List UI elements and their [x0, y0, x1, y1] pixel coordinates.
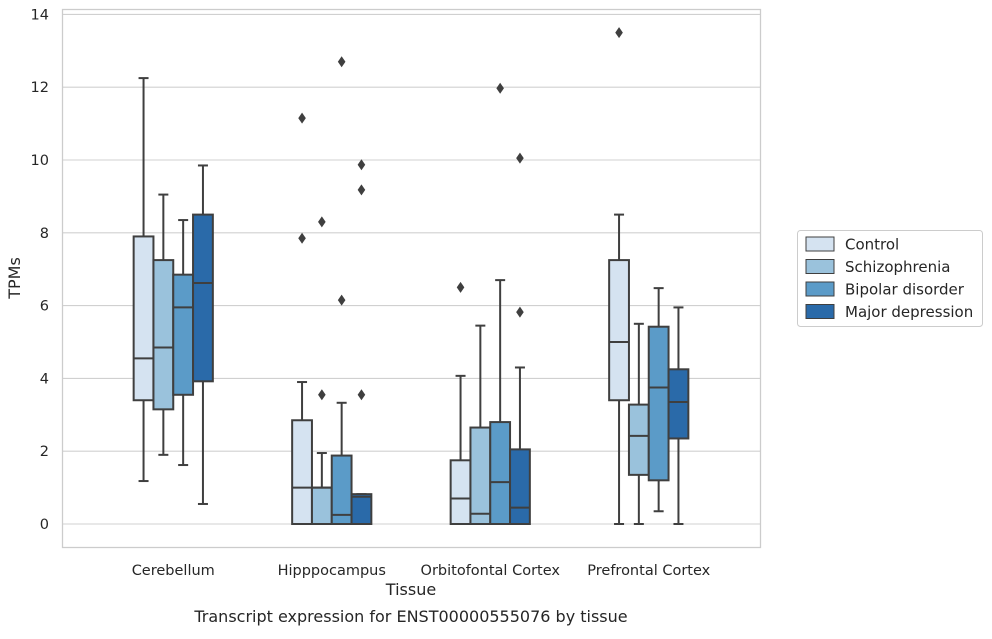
box [132, 235, 155, 402]
box [330, 454, 353, 525]
outlier-point [318, 389, 326, 401]
x-axis-ticks: Cerebellum Hipppocampus Orbitofontal Corte… [132, 563, 711, 579]
outlier-point [456, 281, 465, 293]
box [509, 448, 531, 526]
outlier-point [318, 216, 326, 228]
box-bipolar-disorder [489, 82, 512, 525]
box-bipolar-disorder [330, 56, 353, 525]
outlier-point [337, 56, 346, 68]
box-schizophrenia [310, 216, 333, 526]
box [291, 419, 313, 526]
x-tick-label: Hipppocampus [278, 563, 386, 579]
legend-label: Schizophrenia [845, 258, 950, 276]
outlier-point [496, 82, 504, 94]
box-major-depression [509, 152, 531, 526]
y-axis-label: TPMs [5, 257, 24, 300]
x-tick-label: Orbitofontal Cortex [421, 563, 561, 579]
box [449, 459, 472, 525]
box [627, 403, 650, 476]
outlier-point [337, 294, 346, 306]
box [172, 273, 195, 396]
box-major-depression [350, 159, 373, 526]
box [350, 493, 373, 526]
y-tick-label: 8 [40, 226, 49, 242]
y-tick-label: 2 [40, 444, 49, 460]
chart-title: Transcript expression for ENST0000055507… [193, 607, 627, 626]
y-tick-label: 0 [40, 517, 49, 533]
legend-label: Bipolar disorder [845, 281, 965, 299]
legend: Control Schizophrenia Bipolar disorder Majo… [797, 230, 983, 327]
box-bipolar-disorder [647, 287, 670, 513]
y-tick-label: 10 [31, 153, 49, 169]
box-major-depression [192, 164, 214, 505]
box-control [608, 27, 630, 525]
box [310, 486, 333, 526]
outlier-point [298, 112, 306, 124]
box-control [291, 112, 313, 526]
legend-label: Control [845, 236, 899, 254]
box-groups [132, 27, 690, 526]
y-tick-label: 12 [31, 80, 49, 96]
y-tick-label: 6 [40, 299, 49, 315]
outlier-point [357, 159, 366, 171]
legend-swatch [805, 304, 835, 319]
plot-frame [61, 8, 762, 549]
legend-label: Major depression [845, 303, 973, 321]
box-bipolar-disorder [172, 219, 195, 467]
x-axis-label: Tissue [385, 580, 436, 599]
x-tick-label: Prefrontal Cortex [587, 563, 710, 579]
box-control [449, 281, 472, 525]
box [667, 368, 690, 440]
outlier-point [298, 232, 306, 244]
box [608, 259, 630, 402]
y-axis-ticks: 0 2 4 6 8 10 12 14 [31, 7, 49, 533]
box-major-depression [667, 306, 690, 525]
outlier-point [357, 184, 366, 196]
box-control [132, 77, 155, 483]
outlier-point [516, 306, 524, 318]
box [192, 213, 214, 383]
x-tick-label: Cerebellum [132, 563, 215, 579]
legend-swatch [805, 236, 835, 252]
box [647, 325, 670, 482]
box [152, 259, 175, 411]
legend-swatch [805, 281, 835, 297]
legend-swatch [805, 259, 835, 274]
outlier-point [357, 389, 366, 401]
box-schizophrenia [627, 322, 650, 525]
box-schizophrenia [152, 193, 175, 456]
y-tick-label: 14 [31, 7, 49, 23]
box-schizophrenia [469, 324, 492, 526]
box [469, 426, 492, 526]
outlier-point [516, 152, 524, 164]
outlier-point [615, 27, 623, 39]
y-tick-label: 4 [40, 371, 49, 387]
box [489, 421, 512, 525]
legend-frame [797, 230, 983, 327]
